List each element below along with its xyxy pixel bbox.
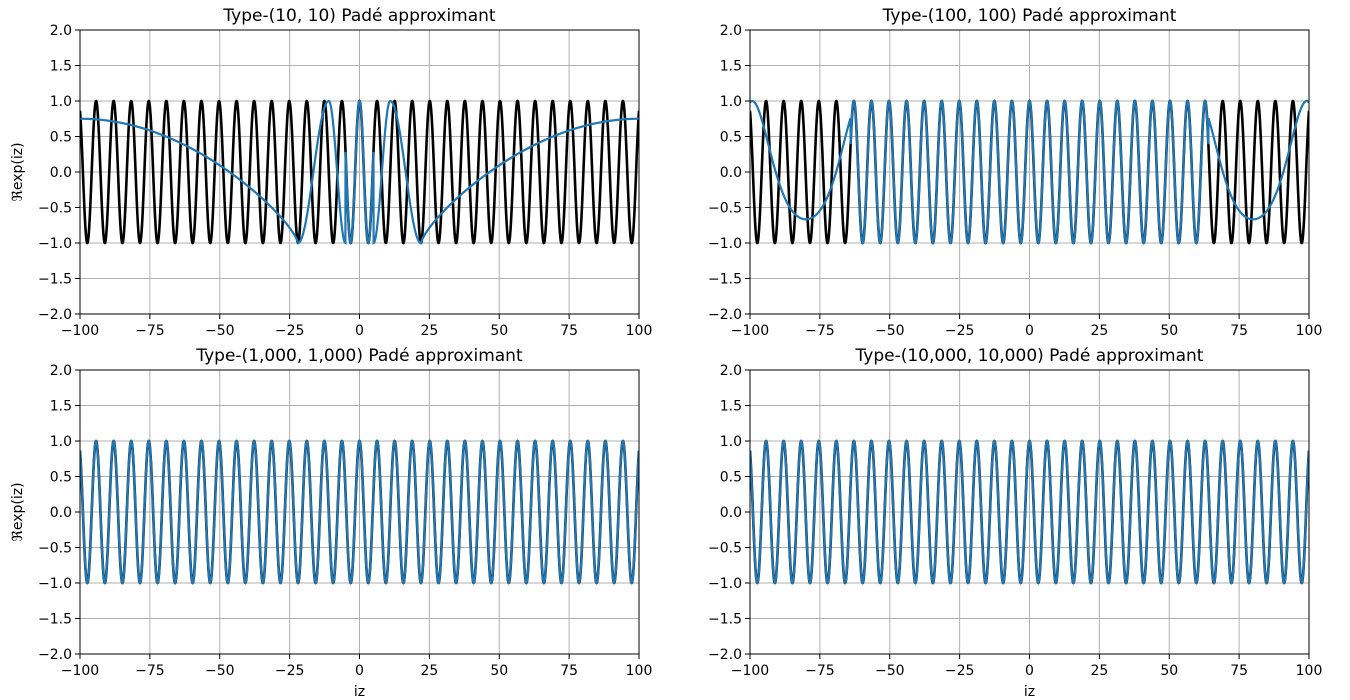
y-tick-label: −1.0 xyxy=(38,236,72,252)
chart-title: Type-(10, 10) Padé approximant xyxy=(222,6,496,26)
y-tick-label: −0.5 xyxy=(708,541,742,557)
x-tick-label: 100 xyxy=(626,323,653,339)
x-tick-label: 0 xyxy=(1025,323,1034,339)
chart-panel-2: −100 −75 −50 −25 0 25 50 75 100 −2.0 −1.5 −1.0 −0.5 0… xyxy=(708,6,1322,339)
y-tick-label: −0.5 xyxy=(708,201,742,217)
series-line-pade xyxy=(750,99,1309,245)
chart-panel-4: −100 −75 −50 −25 0 25 50 75 100 −2.0 −1.5 −1.0 −0.5 0… xyxy=(708,346,1322,700)
x-tick-label: 0 xyxy=(355,663,364,679)
x-tick-label: 50 xyxy=(490,663,508,679)
x-tick-label: −100 xyxy=(61,323,99,339)
x-tick-label: −50 xyxy=(875,663,905,679)
x-tick-label: −25 xyxy=(945,663,975,679)
x-tick-label: 75 xyxy=(560,663,578,679)
y-tick-label: 0.0 xyxy=(720,505,742,521)
chart-panel-1: −100 −75 −50 −25 0 25 50 75 100 −2.0 −1.5 −1.0 −0.5 0… xyxy=(10,6,652,339)
x-tick-label: 100 xyxy=(626,663,653,679)
y-tick-label: −1.0 xyxy=(708,236,742,252)
y-tick-label: −1.5 xyxy=(708,272,742,288)
y-tick-label: −2.0 xyxy=(38,307,72,323)
y-tick-label: −2.0 xyxy=(708,647,742,663)
x-tick-label: −25 xyxy=(945,323,975,339)
y-tick-label: 2.0 xyxy=(50,363,72,379)
y-tick-label: −2.0 xyxy=(38,647,72,663)
y-tick-label: −1.0 xyxy=(708,576,742,592)
x-tick-label: 75 xyxy=(560,323,578,339)
y-axis-label: ℜexp(iz) xyxy=(10,482,26,541)
x-axis-label: iz xyxy=(1024,684,1035,700)
y-tick-label: −1.0 xyxy=(38,576,72,592)
x-tick-label: −50 xyxy=(205,323,235,339)
y-tick-label: 1.5 xyxy=(50,399,72,415)
chart-title: Type-(10,000, 10,000) Padé approximant xyxy=(855,346,1204,366)
chart-title: Type-(1,000, 1,000) Padé approximant xyxy=(195,346,523,366)
y-tick-label: 1.0 xyxy=(50,434,72,450)
y-tick-label: −1.5 xyxy=(708,612,742,628)
y-tick-label: 0.0 xyxy=(50,165,72,181)
y-tick-label: 1.5 xyxy=(50,59,72,75)
x-tick-label: −75 xyxy=(135,663,165,679)
chart-panel-3: −100 −75 −50 −25 0 25 50 75 100 −2.0 −1.5 −1.0 −0.5 0… xyxy=(10,346,652,700)
x-tick-label: 25 xyxy=(1090,663,1108,679)
y-tick-label: 1.0 xyxy=(50,94,72,110)
x-tick-label: −50 xyxy=(875,323,905,339)
series-line-pade xyxy=(80,439,639,585)
x-tick-label: 25 xyxy=(420,323,438,339)
y-tick-label: 1.0 xyxy=(720,434,742,450)
y-tick-label: 0.5 xyxy=(720,470,742,486)
x-tick-label: 50 xyxy=(1160,663,1178,679)
x-tick-label: 100 xyxy=(1296,323,1323,339)
x-tick-label: 50 xyxy=(490,323,508,339)
y-tick-label: 0.5 xyxy=(50,470,72,486)
x-tick-label: −75 xyxy=(135,323,165,339)
x-tick-label: 100 xyxy=(1296,663,1323,679)
y-tick-label: 1.5 xyxy=(720,399,742,415)
x-tick-label: 50 xyxy=(1160,323,1178,339)
x-tick-label: 75 xyxy=(1230,663,1248,679)
x-tick-label: −50 xyxy=(205,663,235,679)
series-line-pade xyxy=(750,439,1309,585)
y-tick-label: 2.0 xyxy=(720,363,742,379)
y-tick-label: −1.5 xyxy=(38,612,72,628)
x-tick-label: −100 xyxy=(731,663,769,679)
x-tick-label: −25 xyxy=(275,663,305,679)
y-tick-label: 2.0 xyxy=(720,23,742,39)
y-axis-label: ℜexp(iz) xyxy=(10,142,26,201)
x-tick-label: −75 xyxy=(805,663,835,679)
x-tick-label: 25 xyxy=(420,663,438,679)
y-tick-label: 2.0 xyxy=(50,23,72,39)
x-tick-label: 0 xyxy=(1025,663,1034,679)
y-tick-label: 1.0 xyxy=(720,94,742,110)
x-tick-label: 75 xyxy=(1230,323,1248,339)
y-tick-label: 0.0 xyxy=(720,165,742,181)
y-tick-label: 0.0 xyxy=(50,505,72,521)
y-tick-label: 0.5 xyxy=(50,130,72,146)
chart-title: Type-(100, 100) Padé approximant xyxy=(882,6,1177,26)
x-tick-label: −100 xyxy=(731,323,769,339)
y-tick-label: −0.5 xyxy=(38,201,72,217)
x-tick-label: −75 xyxy=(805,323,835,339)
x-tick-label: −25 xyxy=(275,323,305,339)
y-tick-label: 0.5 xyxy=(720,130,742,146)
y-tick-label: 1.5 xyxy=(720,59,742,75)
series-line-pade xyxy=(80,99,639,245)
y-tick-label: −2.0 xyxy=(708,307,742,323)
x-axis-label: iz xyxy=(354,684,365,700)
x-tick-label: 0 xyxy=(355,323,364,339)
y-tick-label: −0.5 xyxy=(38,541,72,557)
y-tick-label: −1.5 xyxy=(38,272,72,288)
x-tick-label: 25 xyxy=(1090,323,1108,339)
x-tick-label: −100 xyxy=(61,663,99,679)
